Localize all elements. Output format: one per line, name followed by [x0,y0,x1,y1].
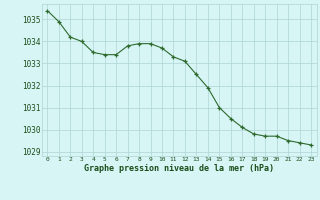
X-axis label: Graphe pression niveau de la mer (hPa): Graphe pression niveau de la mer (hPa) [84,164,274,173]
